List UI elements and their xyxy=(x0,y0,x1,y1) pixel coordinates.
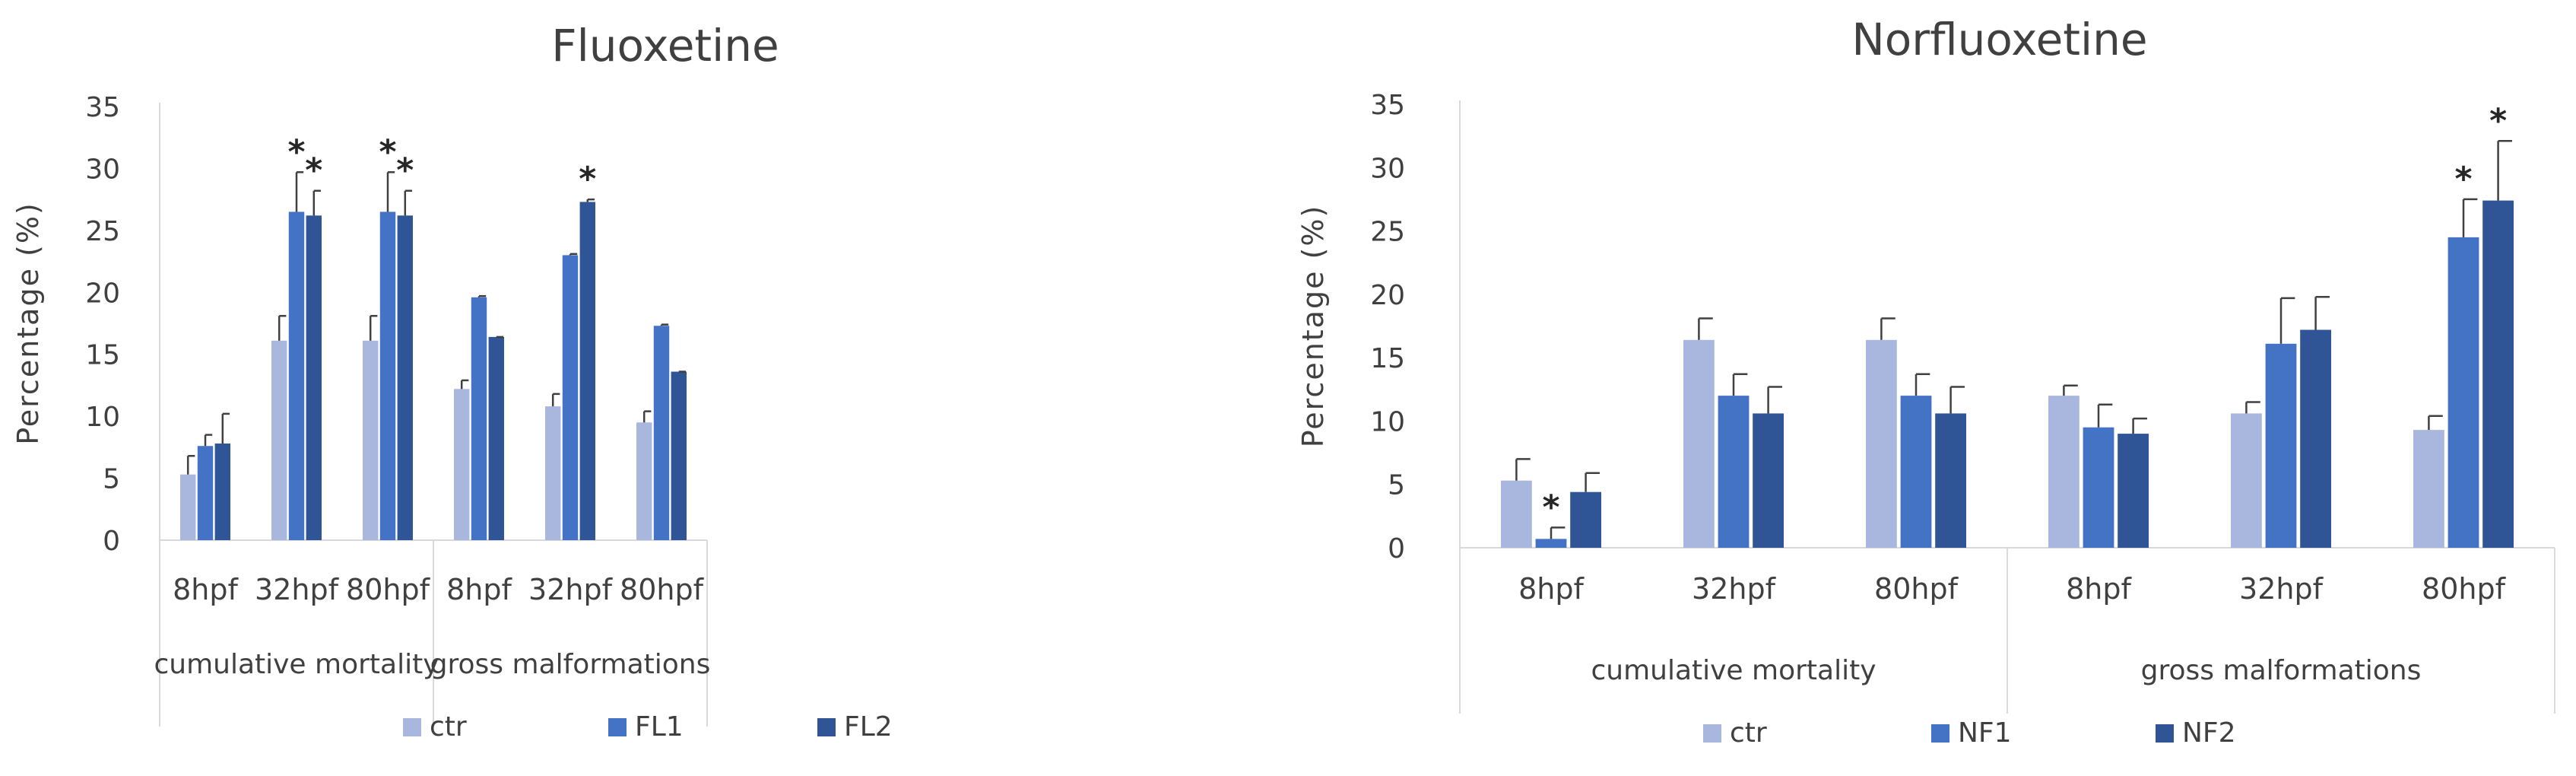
bar-NF2-32hpf xyxy=(2300,329,2331,548)
significance-star: * xyxy=(2454,160,2472,199)
legend-label: NF1 xyxy=(1958,717,2012,749)
y-tick-label: 10 xyxy=(85,402,120,433)
x-tick-label: 8hpf xyxy=(446,573,512,606)
bar-NF1-32hpf xyxy=(2265,343,2297,548)
group-label: cumulative mortality xyxy=(154,649,439,680)
y-tick-label: 0 xyxy=(103,526,120,557)
bar-ctr-32hpf xyxy=(271,340,287,540)
y-tick-label: 15 xyxy=(85,340,120,371)
x-tick-label: 32hpf xyxy=(528,573,614,606)
bar-NF2-80hpf xyxy=(1935,413,1966,548)
bar-ctr-80hpf xyxy=(363,340,379,540)
legend-swatch-NF1 xyxy=(1931,724,1949,743)
y-tick-label: 30 xyxy=(1370,153,1405,184)
bar-FL2-80hpf xyxy=(671,371,687,540)
x-tick-label: 8hpf xyxy=(173,573,239,606)
bar-FL1-32hpf xyxy=(288,211,305,540)
bar-FL1-80hpf xyxy=(653,326,670,540)
x-tick-label: 8hpf xyxy=(1518,572,1585,606)
y-tick-label: 25 xyxy=(1370,217,1405,248)
chart-fluoxetine: Fluoxetine Percentage (%) 0 5 10 15 20 25 30 35 8h… xyxy=(11,20,893,743)
x-tick-label: 32hpf xyxy=(1692,572,1777,606)
y-tick-label: 35 xyxy=(1370,90,1405,121)
bar-FL2-32hpf xyxy=(579,202,595,540)
legend-swatch-FL2 xyxy=(817,718,836,736)
bar-NF1-8hpf xyxy=(1535,539,1567,548)
bar-NF1-32hpf xyxy=(1718,396,1750,548)
x-tick-label: 80hpf xyxy=(2422,572,2507,606)
significance-star: * xyxy=(396,151,414,190)
bar-ctr-32hpf xyxy=(1683,339,1715,548)
y-axis-label: Percentage (%) xyxy=(11,202,45,445)
group-label: gross malformations xyxy=(2141,655,2422,686)
significance-star: * xyxy=(579,160,596,199)
bar-ctr-8hpf xyxy=(1501,480,1532,548)
bar-ctr-8hpf xyxy=(180,474,196,540)
bar-ctr-80hpf xyxy=(2413,430,2444,548)
significance-star: * xyxy=(305,151,322,190)
y-tick-label: 35 xyxy=(85,92,120,123)
bar-FL1-32hpf xyxy=(562,255,579,540)
bar-NF1-80hpf xyxy=(1900,396,1932,548)
significance-star: * xyxy=(1542,488,1559,526)
bar-FL2-80hpf xyxy=(397,215,413,540)
bar-NF2-8hpf xyxy=(2118,434,2149,548)
x-tick-label: 80hpf xyxy=(620,573,705,606)
legend-swatch-FL1 xyxy=(608,718,627,736)
bar-FL1-80hpf xyxy=(379,211,396,540)
bar-ctr-8hpf xyxy=(454,389,470,540)
x-tick-label: 32hpf xyxy=(255,573,340,606)
legend-label: FL2 xyxy=(844,711,893,743)
y-tick-label: 25 xyxy=(85,216,120,247)
significance-star: * xyxy=(287,132,305,171)
x-tick-label: 8hpf xyxy=(2066,572,2132,606)
bar-NF1-8hpf xyxy=(2083,427,2114,548)
bar-ctr-32hpf xyxy=(2231,413,2262,548)
bar-NF2-8hpf xyxy=(1570,491,1601,548)
y-tick-label: 20 xyxy=(1370,280,1405,311)
chart-title: Norfluoxetine xyxy=(1851,14,2147,65)
x-tick-label: 32hpf xyxy=(2239,572,2324,606)
legend-label: ctr xyxy=(1730,717,1767,749)
significance-star: * xyxy=(2489,101,2507,140)
bar-FL2-8hpf xyxy=(214,443,230,540)
bar-NF2-80hpf xyxy=(2482,200,2514,548)
bar-ctr-8hpf xyxy=(2048,396,2080,548)
legend-swatch-ctr xyxy=(1703,724,1721,743)
legend-label: FL1 xyxy=(635,711,684,743)
y-tick-label: 5 xyxy=(1388,470,1405,501)
y-tick-label: 5 xyxy=(103,464,120,495)
bar-FL2-8hpf xyxy=(488,336,504,540)
chart-norfluoxetine: Norfluoxetine Percentage (%) 0 5 10 15 20 25 30 3… xyxy=(1296,14,2555,749)
x-tick-label: 80hpf xyxy=(346,573,431,606)
y-tick-label: 10 xyxy=(1370,406,1405,437)
bar-ctr-32hpf xyxy=(545,406,561,540)
group-label: gross malformations xyxy=(430,649,711,680)
bar-FL1-8hpf xyxy=(197,446,214,540)
y-tick-label: 15 xyxy=(1370,343,1405,374)
bar-FL2-32hpf xyxy=(306,215,322,540)
bar-FL1-8hpf xyxy=(471,297,487,540)
legend-swatch-NF2 xyxy=(2156,724,2174,743)
legend-swatch-ctr xyxy=(403,718,421,736)
y-axis-label: Percentage (%) xyxy=(1296,205,1330,448)
y-tick-label: 30 xyxy=(85,154,120,185)
bar-ctr-80hpf xyxy=(1866,339,1897,548)
legend-label: ctr xyxy=(430,711,467,743)
bar-NF1-80hpf xyxy=(2448,237,2479,548)
group-label: cumulative mortality xyxy=(1591,655,1876,686)
bar-NF2-32hpf xyxy=(1753,413,1784,548)
significance-star: * xyxy=(379,132,396,171)
y-tick-label: 0 xyxy=(1388,533,1405,565)
chart-title: Fluoxetine xyxy=(551,20,779,72)
x-tick-label: 80hpf xyxy=(1874,572,1959,606)
y-tick-label: 20 xyxy=(85,278,120,309)
legend-label: NF2 xyxy=(2182,717,2236,749)
bar-ctr-80hpf xyxy=(636,422,652,540)
